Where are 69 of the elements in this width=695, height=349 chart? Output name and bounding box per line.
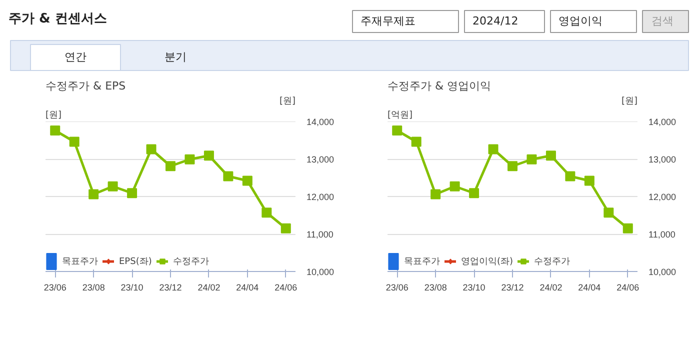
point [546,150,556,161]
x-tick-label: 23/06 [386,282,408,292]
x-tick-label: 24/02 [198,282,220,292]
y2-tick-label: 10,000 [306,267,334,277]
text: 연간 [64,50,86,64]
point [108,181,118,192]
legend-label: 목표주가 [404,256,440,268]
x-tick-label: 24/06 [274,282,298,292]
y2-tick-label: 13,000 [648,154,676,164]
x-tick-label: 23/08 [82,282,105,292]
legend-label: 수정주가 [172,256,209,268]
point [204,150,214,161]
y2-tick-label: 10,000 [648,267,676,277]
y-axis-title: [억원] [388,110,413,120]
x-tick-label: 24/06 [616,282,640,292]
point [508,161,518,172]
x-tick-label: 23/08 [424,282,447,292]
x-tick-label: 23/10 [462,282,486,292]
point [526,154,537,164]
point [488,144,498,154]
chart-title: 수정주가 & 영업이익 [388,80,492,92]
y-axis-title: [원] [46,110,62,120]
x-tick-label: 24/02 [540,282,562,292]
y2-tick-label: 12,000 [306,192,334,202]
point [469,188,480,198]
x-tick-label: 23/12 [159,282,182,292]
text: 분기 [164,50,186,64]
text: 주가 & 컨센서스 [8,12,107,26]
chart-title: 수정주가 & EPS [46,80,126,92]
legend-label: 영업이익(좌) [461,256,514,268]
legend-label: 목표주가 [62,256,98,268]
point [280,223,291,234]
y2-tick-label: 13,000 [306,154,334,164]
x-tick-label: 23/06 [44,282,66,292]
x-tick-label: 23/12 [501,282,524,292]
point [622,223,633,234]
point [584,176,594,186]
x-tick-label: 24/04 [578,282,601,292]
text: 2024/12 [472,14,518,28]
text: 검색 [652,14,674,28]
point [430,189,441,200]
point [166,161,176,172]
point [242,176,252,186]
y2-tick-label: 14,000 [648,117,676,127]
y2-tick-label: 14,000 [306,117,334,127]
y2-axis-title: [원] [279,96,296,106]
text: 영업이익 [558,14,602,28]
point [450,181,460,192]
point [127,188,138,198]
x-tick-label: 23/10 [120,282,144,292]
x-tick-label: 24/04 [236,282,259,292]
y2-tick-label: 11,000 [306,230,334,240]
point [184,154,195,164]
point [565,171,576,182]
legend-label: 수정주가 [534,256,570,268]
point [88,189,99,200]
y2-axis-title: [원] [621,96,638,106]
point [223,171,234,182]
point [146,144,156,154]
point [69,136,80,147]
point [50,126,60,136]
point [411,136,422,147]
point [262,208,272,218]
text: 주재무제표 [360,14,416,28]
legend-label: EPS(좌) [119,256,152,268]
y2-tick-label: 11,000 [648,230,676,240]
point [604,208,614,218]
point [392,126,402,136]
y2-tick-label: 12,000 [648,192,676,202]
